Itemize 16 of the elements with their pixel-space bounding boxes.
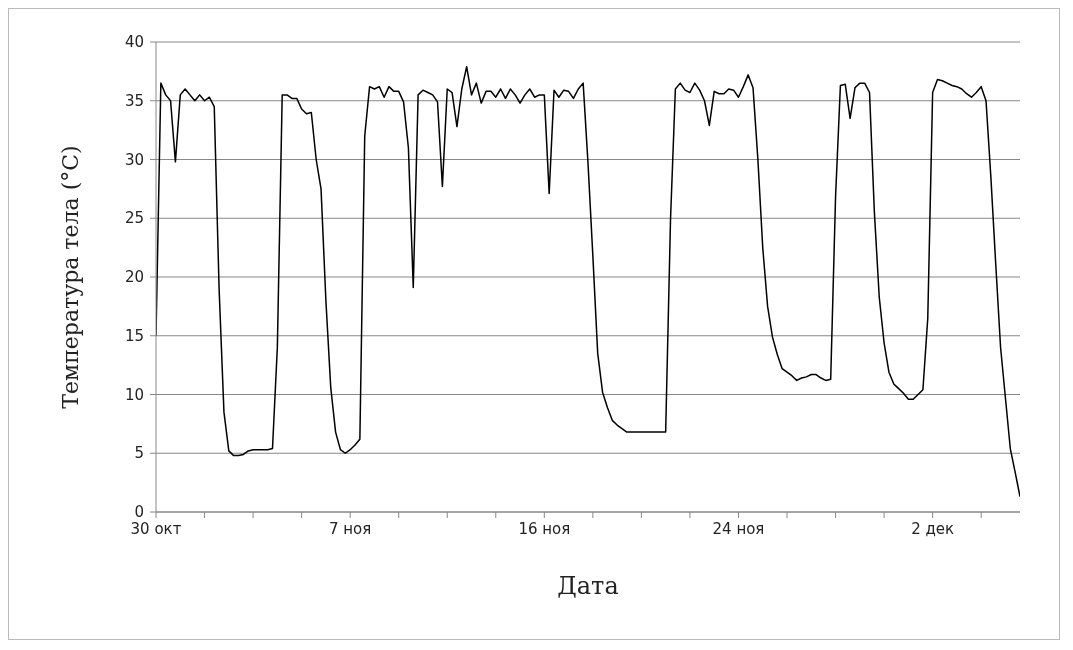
x-tick-label: 24 ноя	[712, 520, 765, 538]
x-tick-label: 2 дек	[911, 520, 955, 538]
x-tick-label: 7 ноя	[328, 520, 372, 538]
y-tick-label: 10	[124, 385, 144, 404]
y-tick-label: 15	[124, 326, 144, 345]
x-tick-label: 30 окт	[130, 520, 182, 538]
x-tick-label: 16 ноя	[518, 520, 571, 538]
y-tick-label: 40	[124, 33, 144, 51]
y-tick-label: 5	[134, 444, 144, 463]
x-axis-title: Дата	[557, 572, 619, 600]
y-tick-label: 20	[124, 268, 144, 286]
y-tick-label: 25	[124, 209, 144, 228]
y-tick-label: 30	[124, 150, 144, 169]
y-tick-label: 0	[134, 503, 144, 521]
y-axis-title: Температура тела (°C)	[57, 145, 83, 409]
y-tick-label: 35	[124, 91, 144, 110]
